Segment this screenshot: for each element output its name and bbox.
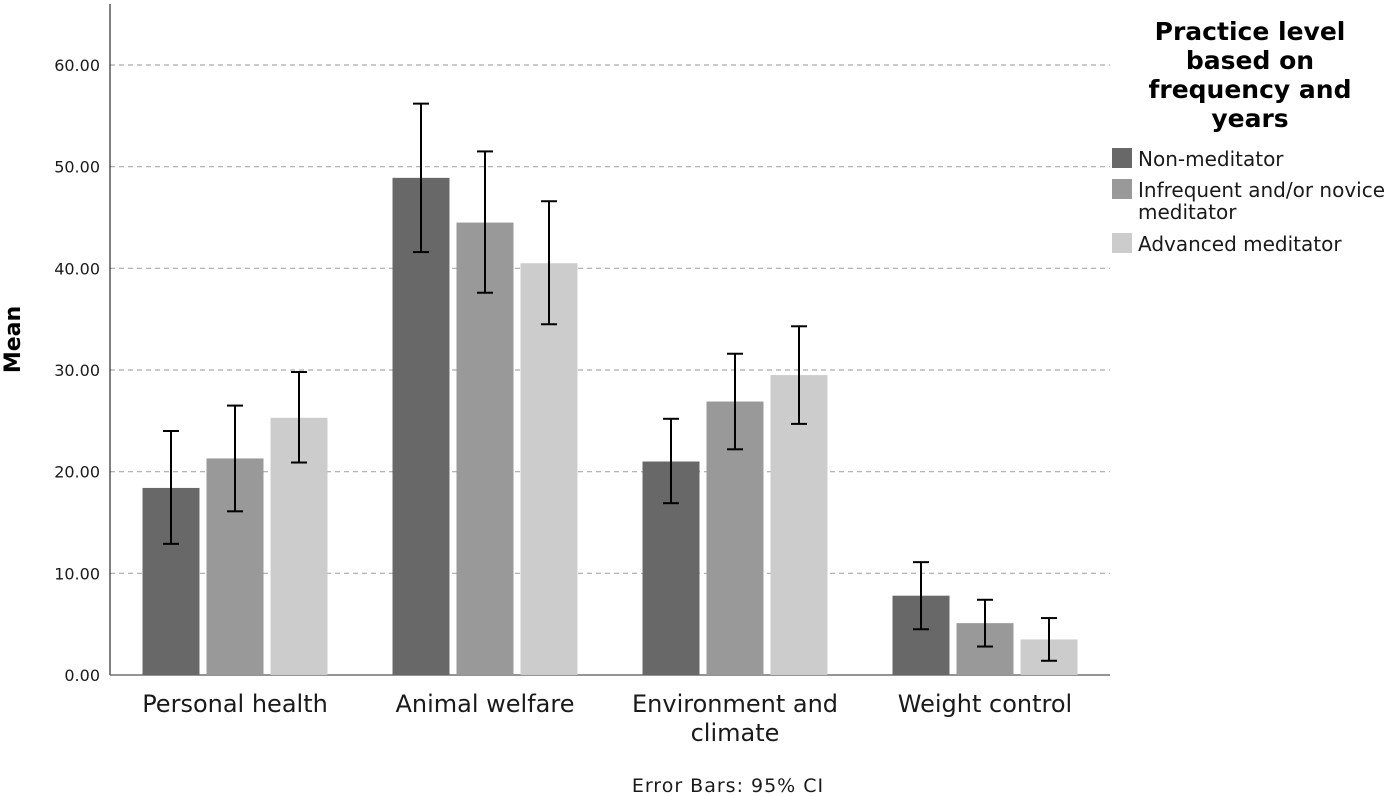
x-tick-label: Personal health <box>142 690 328 718</box>
y-tick-label: 20.00 <box>54 463 100 482</box>
footnote: Error Bars: 95% CI <box>632 775 824 796</box>
bar <box>520 263 578 675</box>
bar <box>392 177 450 675</box>
y-axis-title: Mean <box>1 306 26 373</box>
axis-labels: 0.00 10.00 20.00 30.00 40.00 50.00 60.00 Mean Pe… <box>1 56 1072 747</box>
legend-label: Infrequent and/or novice <box>1138 178 1385 202</box>
x-tick-label: Environment and <box>632 690 838 718</box>
legend-label: Advanced meditator <box>1138 232 1342 256</box>
bar <box>456 222 514 676</box>
y-tick-label: 40.00 <box>54 259 100 278</box>
legend-title: frequency and <box>1149 75 1352 104</box>
legend-title: years <box>1211 104 1288 133</box>
bar <box>770 375 828 675</box>
y-tick-label: 60.00 <box>54 56 100 75</box>
legend-title: based on <box>1186 46 1314 75</box>
legend-label: Non-meditator <box>1138 147 1284 171</box>
x-tick-label: climate <box>691 719 780 747</box>
legend-label: meditator <box>1138 200 1237 224</box>
error-bars <box>163 102 1057 662</box>
y-tick-label: 10.00 <box>54 564 100 583</box>
y-tick-label: 50.00 <box>54 158 100 177</box>
legend-swatch <box>1112 179 1132 199</box>
y-tick-label: 0.00 <box>64 666 100 685</box>
y-tick-label: 30.00 <box>54 361 100 380</box>
bars <box>142 177 1078 676</box>
legend-swatch <box>1112 148 1132 168</box>
legend-swatch <box>1112 233 1132 253</box>
x-tick-label: Animal welfare <box>395 690 574 718</box>
legend-title: Practice level <box>1155 17 1346 46</box>
x-tick-label: Weight control <box>898 690 1072 718</box>
